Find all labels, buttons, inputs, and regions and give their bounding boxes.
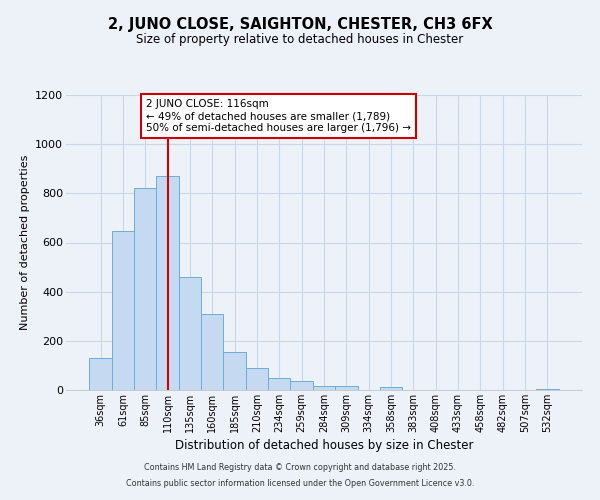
Bar <box>335 386 358 390</box>
Text: 2, JUNO CLOSE, SAIGHTON, CHESTER, CH3 6FX: 2, JUNO CLOSE, SAIGHTON, CHESTER, CH3 6F… <box>107 18 493 32</box>
Text: Contains public sector information licensed under the Open Government Licence v3: Contains public sector information licen… <box>126 478 474 488</box>
Y-axis label: Number of detached properties: Number of detached properties <box>20 155 29 330</box>
X-axis label: Distribution of detached houses by size in Chester: Distribution of detached houses by size … <box>175 439 473 452</box>
Bar <box>290 380 313 390</box>
Text: Size of property relative to detached houses in Chester: Size of property relative to detached ho… <box>136 32 464 46</box>
Bar <box>179 277 201 390</box>
Bar <box>157 176 179 390</box>
Text: 2 JUNO CLOSE: 116sqm
← 49% of detached houses are smaller (1,789)
50% of semi-de: 2 JUNO CLOSE: 116sqm ← 49% of detached h… <box>146 100 411 132</box>
Bar <box>89 358 112 390</box>
Bar <box>246 368 268 390</box>
Bar <box>268 378 290 390</box>
Bar <box>112 232 134 390</box>
Bar <box>313 386 335 390</box>
Bar <box>201 314 223 390</box>
Bar <box>380 387 402 390</box>
Bar <box>223 352 246 390</box>
Bar <box>536 389 559 390</box>
Bar <box>134 188 157 390</box>
Text: Contains HM Land Registry data © Crown copyright and database right 2025.: Contains HM Land Registry data © Crown c… <box>144 464 456 472</box>
